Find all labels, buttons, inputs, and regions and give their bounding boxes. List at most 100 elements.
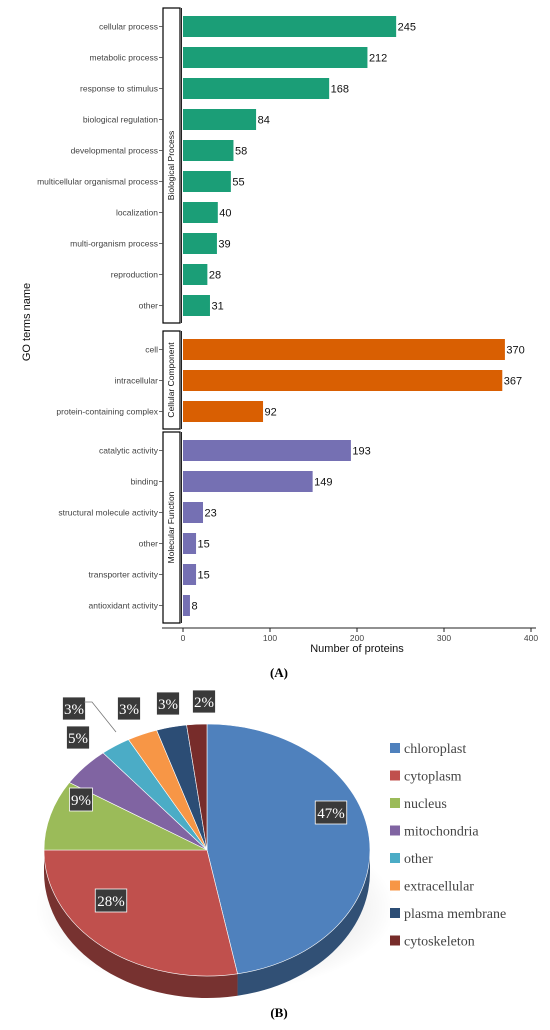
legend-swatch xyxy=(390,770,400,781)
bar xyxy=(183,47,368,68)
category-label: antioxidant activity xyxy=(89,601,159,611)
category-label: cell xyxy=(145,345,158,355)
bar-value-label: 39 xyxy=(218,239,230,251)
bar xyxy=(183,140,234,161)
bar-value-label: 149 xyxy=(314,477,332,489)
pie-value-label-box xyxy=(69,787,93,812)
category-label: localization xyxy=(116,208,158,218)
pie-slice-side xyxy=(44,850,238,998)
category-label: cellular process xyxy=(99,22,158,32)
x-axis-title: Number of proteins xyxy=(310,643,404,655)
bar-value-label: 212 xyxy=(369,53,387,65)
bar xyxy=(183,16,397,37)
pie-leader-line xyxy=(84,701,117,733)
category-label: other xyxy=(139,539,159,549)
bar-value-label: 168 xyxy=(331,84,349,96)
facet-strip-label: Molecular Function xyxy=(166,491,176,563)
bar-value-label: 245 xyxy=(398,22,416,34)
category-label: developmental process xyxy=(71,146,158,156)
legend-swatch xyxy=(390,935,400,946)
bar xyxy=(183,401,264,422)
legend-label: nucleus xyxy=(404,797,447,812)
bar-value-label: 193 xyxy=(352,446,370,458)
pie-value-label-box xyxy=(66,725,90,750)
pie-value-label-text: 28% xyxy=(97,894,125,910)
category-label: biological regulation xyxy=(83,115,158,125)
legend-swatch xyxy=(390,908,400,918)
bar-value-label: 58 xyxy=(235,146,247,158)
category-label: reproduction xyxy=(111,270,159,280)
pie-value-label-box xyxy=(314,800,348,825)
bar-value-label: 370 xyxy=(506,345,524,357)
pie-value-label: 3% xyxy=(117,696,141,721)
bar-value-label: 23 xyxy=(205,508,217,520)
legend-label: extracellular xyxy=(404,880,474,895)
pie-value-label-text: 9% xyxy=(71,793,91,809)
legend-swatch xyxy=(390,825,400,836)
x-tick-label: 300 xyxy=(437,633,451,643)
bar xyxy=(183,440,351,461)
pie-value-label-box xyxy=(94,888,128,913)
bar xyxy=(183,339,505,360)
bar-value-label: 55 xyxy=(232,177,244,189)
category-label: metabolic process xyxy=(89,53,158,63)
legend-swatch xyxy=(390,743,400,753)
bar-value-label: 40 xyxy=(219,208,231,220)
bar xyxy=(183,109,257,130)
category-label: multi-organism process xyxy=(70,239,158,249)
legend-swatch xyxy=(390,880,400,891)
bar xyxy=(183,533,197,554)
pie-value-label-box xyxy=(117,696,141,721)
pie-value-label: 47% xyxy=(314,800,348,825)
pie-value-label: 9% xyxy=(69,787,93,812)
legend-label: chloroplast xyxy=(404,742,466,757)
subcellular-location-pie-chart: 47% 28% 9% 5% 3% 3% 3% 2% chloroplast cytoplasm n… xyxy=(35,690,506,1020)
bar-group-0: Biological Process cellular process 245 met… xyxy=(37,7,416,324)
bar xyxy=(183,78,330,99)
category-label: multicellular organismal process xyxy=(37,177,158,187)
category-label: protein-containing complex xyxy=(56,407,158,417)
go-terms-bar-chart: Biological Process cellular process 245 met… xyxy=(21,7,538,680)
bar-value-label: 28 xyxy=(209,270,221,282)
pie-value-label: 2% xyxy=(192,690,216,714)
facet-strip-0 xyxy=(162,7,181,324)
facet-strip-1 xyxy=(162,330,181,430)
bar xyxy=(183,202,218,223)
legend-swatch xyxy=(390,853,400,863)
x-tick-label: 0 xyxy=(181,633,186,643)
bar xyxy=(183,370,503,391)
bar xyxy=(183,471,313,492)
pie-value-label-box xyxy=(192,690,216,714)
bar xyxy=(183,295,210,316)
bar-value-label: 92 xyxy=(265,407,277,419)
bar xyxy=(183,564,197,585)
bar xyxy=(183,264,208,285)
pie-value-label-text: 5% xyxy=(68,731,88,747)
category-label: response to stimulus xyxy=(80,84,158,94)
legend-label: cytoskeleton xyxy=(404,935,475,950)
legend-label: other xyxy=(404,852,433,867)
category-label: structural molecule activity xyxy=(58,508,158,518)
legend-swatch xyxy=(390,798,400,808)
category-label: intracellular xyxy=(115,376,159,386)
pie-slice-cytoplasm xyxy=(43,849,238,977)
pie-value-label: 5% xyxy=(66,725,90,750)
x-tick-label: 100 xyxy=(263,633,277,643)
bar xyxy=(183,171,231,192)
bar-group-2: Molecular Function catalytic activity 193 b… xyxy=(58,431,371,624)
legend-label: mitochondria xyxy=(404,825,479,840)
panel-label-b: (B) xyxy=(270,1005,287,1020)
bar-group-1: Cellular Component cell 370 intracellular 36… xyxy=(56,330,525,430)
facet-strip-label: Biological Process xyxy=(166,131,176,200)
bar xyxy=(183,502,204,523)
category-label: transporter activity xyxy=(89,570,159,580)
category-label: catalytic activity xyxy=(99,446,159,456)
facet-strip-2 xyxy=(162,431,181,624)
pie-value-label-text: 47% xyxy=(317,806,345,822)
pie-value-label: 28% xyxy=(94,888,128,913)
category-label: other xyxy=(139,301,159,311)
pie-value-label: 3% xyxy=(62,696,86,721)
bar-value-label: 367 xyxy=(504,376,522,388)
pie-slice-chloroplast xyxy=(206,723,371,975)
pie-slice-side xyxy=(237,850,370,996)
